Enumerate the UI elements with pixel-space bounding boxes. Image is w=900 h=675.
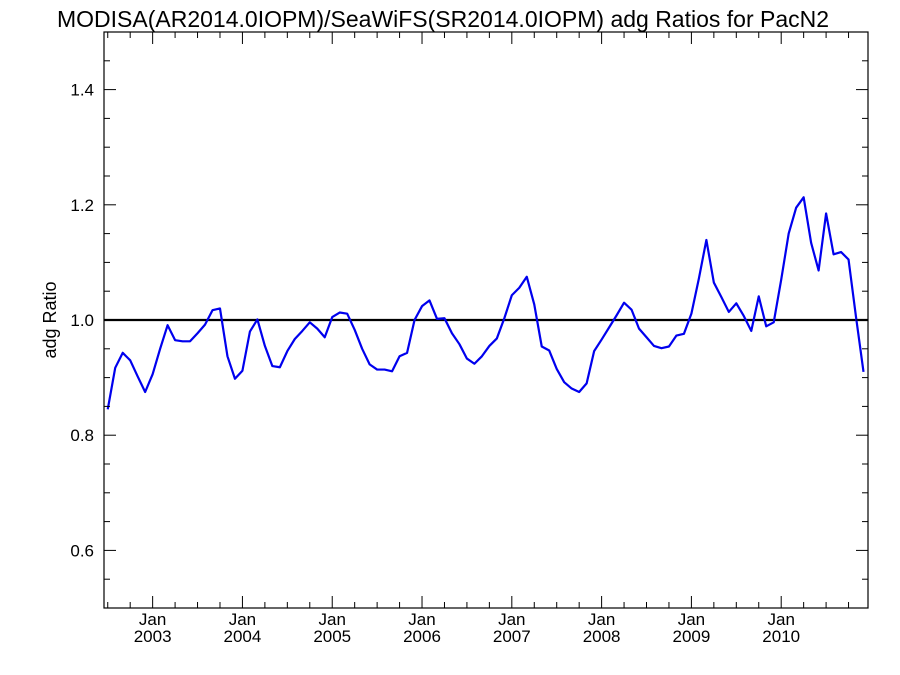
ticks-layer: [104, 32, 868, 608]
x-tick-year-label: 2007: [493, 627, 531, 646]
x-tick-year-label: 2006: [403, 627, 441, 646]
x-tick-month-label: Jan: [229, 610, 256, 629]
chart-title: MODISA(AR2014.0IOPM)/SeaWiFS(SR2014.0IOP…: [57, 6, 829, 32]
x-tick-year-label: 2009: [672, 627, 710, 646]
y-tick-label: 0.6: [70, 541, 94, 560]
x-tick-month-label: Jan: [319, 610, 346, 629]
x-tick-month-label: Jan: [498, 610, 525, 629]
x-tick-month-label: Jan: [139, 610, 166, 629]
x-tick-year-label: 2005: [313, 627, 351, 646]
x-tick-year-label: 2010: [762, 627, 800, 646]
x-tick-month-label: Jan: [678, 610, 705, 629]
y-tick-label: 0.8: [70, 426, 94, 445]
x-tick-month-label: Jan: [588, 610, 615, 629]
x-tick-year-label: 2003: [134, 627, 172, 646]
x-tick-year-label: 2004: [224, 627, 262, 646]
x-tick-year-label: 2008: [583, 627, 621, 646]
tick-labels-layer: 0.60.81.01.21.4Jan2003Jan2004Jan2005Jan2…: [70, 81, 800, 646]
series-layer: [106, 196, 865, 410]
y-axis-label: adg Ratio: [40, 281, 60, 358]
y-tick-label: 1.4: [70, 81, 94, 100]
x-tick-month-label: Jan: [408, 610, 435, 629]
x-tick-month-label: Jan: [767, 610, 794, 629]
series-line-0: [106, 196, 865, 410]
y-tick-label: 1.0: [70, 311, 94, 330]
y-tick-label: 1.2: [70, 196, 94, 215]
